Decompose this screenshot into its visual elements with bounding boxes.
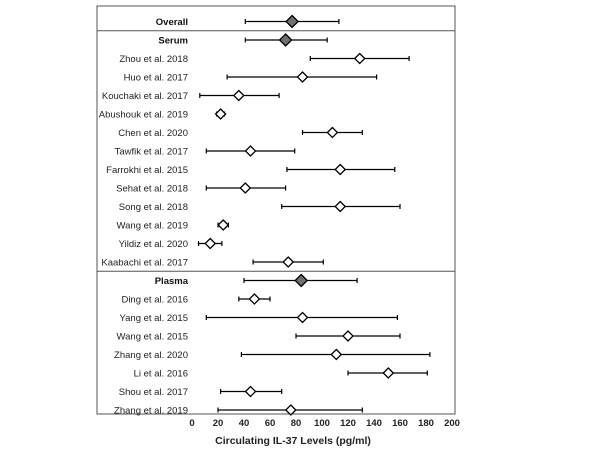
estimate-marker-wang-et-al-2015	[342, 330, 354, 342]
row-label-overall: Overall	[156, 17, 188, 28]
row-label-farrokhi-et-al-2015: Farrokhi et al. 2015	[106, 165, 188, 176]
row-label-zhou-et-al-2018: Zhou et al. 2018	[119, 54, 188, 65]
row-label-chen-et-al-2020: Chen et al. 2020	[118, 128, 188, 139]
row-label-tawfik-et-al-2017: Tawfik et al. 2017	[115, 147, 188, 158]
row-label-ding-et-al-2016: Ding et al. 2016	[121, 295, 188, 306]
row-label-kouchaki-et-al-2017: Kouchaki et al. 2017	[102, 91, 188, 102]
x-tick-label-200: 200	[444, 418, 460, 429]
x-axis: 0 20 40 60 80 100 120 140 160 180 200	[189, 418, 460, 429]
estimate-marker-sehat-et-al-2018	[239, 182, 252, 194]
x-tick-label-80: 80	[291, 418, 302, 429]
x-tick-label-40: 40	[239, 418, 250, 429]
estimate-marker-abushouk-et-al-2019	[214, 108, 227, 120]
rows-layer: Overall Serum Zhou et al. 2018 Huo et al. 2…	[97, 14, 455, 417]
x-tick-label-180: 180	[418, 418, 434, 429]
estimate-marker-song-et-al-2018	[334, 200, 347, 213]
row-label-sehat-et-al-2018: Sehat et al. 2018	[116, 184, 188, 195]
estimate-marker-ding-et-al-2016	[248, 293, 261, 305]
row-label-shou-et-al-2017: Shou et al. 2017	[119, 387, 188, 398]
estimate-marker-plasma	[294, 273, 309, 288]
estimate-marker-li-et-al-2016	[382, 367, 395, 379]
row-label-wang-et-al-2015: Wang et al. 2015	[117, 332, 188, 343]
estimate-marker-farrokhi-et-al-2015	[334, 163, 347, 176]
estimate-marker-yang-et-al-2015	[296, 311, 309, 324]
estimate-marker-zhou-et-al-2018	[353, 52, 366, 65]
row-label-wang-et-al-2019: Wang et al. 2019	[117, 221, 188, 232]
x-tick-label-0: 0	[189, 418, 194, 429]
x-tick-label-20: 20	[213, 418, 224, 429]
row-label-abushouk-et-al-2019: Abushouk et al. 2019	[99, 110, 188, 121]
row-label-yang-et-al-2015: Yang et al. 2015	[120, 313, 189, 324]
row-label-kaabachi-et-al-2017: Kaabachi et al. 2017	[101, 258, 188, 269]
estimate-marker-tawfik-et-al-2017	[244, 145, 257, 157]
plot-frame	[96, 5, 456, 415]
estimate-marker-chen-et-al-2020	[326, 126, 339, 139]
estimate-marker-huo-et-al-2017	[296, 71, 309, 83]
x-axis-title: Circulating IL-37 Levels (pg/ml)	[215, 435, 371, 447]
x-tick-label-100: 100	[314, 418, 330, 429]
estimate-marker-wang-et-al-2019	[217, 219, 230, 231]
row-label-li-et-al-2016: Li et al. 2016	[134, 369, 188, 380]
estimate-marker-zhang-et-al-2019	[284, 404, 297, 416]
estimate-marker-zhang-et-al-2020	[330, 348, 343, 361]
row-label-yildiz-et-al-2020: Yildiz et al. 2020	[119, 239, 188, 250]
row-label-huo-et-al-2017: Huo et al. 2017	[124, 73, 188, 84]
estimate-marker-shou-et-al-2017	[244, 385, 257, 398]
x-tick-label-140: 140	[366, 418, 382, 429]
estimate-marker-yildiz-et-al-2020	[204, 237, 217, 250]
x-tick-label-160: 160	[392, 418, 408, 429]
x-tick-label-60: 60	[265, 418, 276, 429]
row-label-plasma: Plasma	[155, 276, 189, 287]
row-label-zhang-et-al-2020: Zhang et al. 2020	[114, 350, 188, 361]
estimate-marker-overall	[285, 14, 300, 29]
estimate-marker-kouchaki-et-al-2017	[232, 89, 245, 102]
x-tick-label-120: 120	[340, 418, 356, 429]
row-label-zhang-et-al-2019: Zhang et al. 2019	[114, 406, 188, 417]
row-label-song-et-al-2018: Song et al. 2018	[119, 202, 188, 213]
estimate-marker-serum	[278, 33, 293, 47]
row-label-serum: Serum	[158, 36, 188, 47]
estimate-marker-kaabachi-et-al-2017	[282, 256, 295, 268]
